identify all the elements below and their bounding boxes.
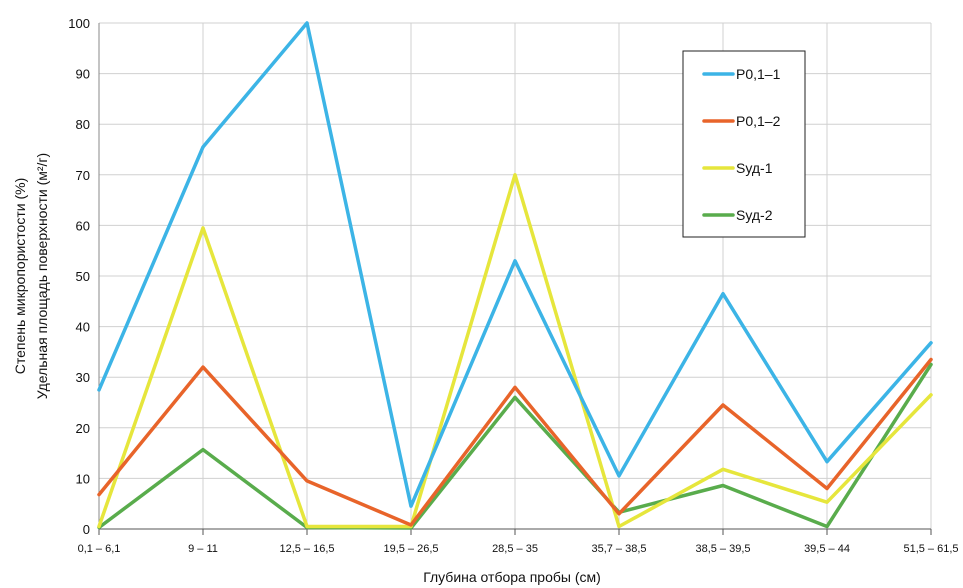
y-tick-label: 70 [76,168,90,183]
y-axis-title-line-2: Удельная площадь поверхности (м²/г) [34,153,50,399]
x-tick-label: 35,7 – 38,5 [591,543,646,555]
x-axis-title: Глубина отбора пробы (см) [423,569,601,585]
series-line-2 [97,357,933,527]
x-tick-label: 39,5 – 44 [804,543,850,555]
y-tick-label: 40 [76,320,90,335]
y-tick-label: 20 [76,421,90,436]
y-tick-label: 60 [76,218,90,233]
y-tick-label: 80 [76,117,90,132]
series-line-4 [97,362,933,530]
y-tick-label: 90 [76,67,90,82]
x-tick-label: 51,5 – 61,5 [903,543,958,555]
legend-label: P0,1–2 [736,113,781,129]
y-tick-label: 100 [68,16,90,31]
y-axis-title-line-1: Степень микропористости (%) [12,178,28,375]
y-tick-label: 0 [83,522,90,537]
legend-box [682,50,806,238]
series-lines [97,21,933,530]
x-tick-label: 0,1 – 6,1 [78,543,121,555]
x-tick-label: 28,5 – 35 [492,543,538,555]
legend-label: Sуд-2 [736,207,773,223]
series-line-1 [97,21,933,508]
y-tick-label: 30 [76,370,90,385]
legend-label: P0,1–1 [736,66,781,82]
legend: P0,1–1 P0,1–2 Sуд-1 Sуд-2 [682,50,806,238]
y-tick-labels: 0 10 20 30 40 50 60 70 80 90 100 [68,16,90,537]
y-tick-label: 50 [76,269,90,284]
x-tick-label: 38,5 – 39,5 [695,543,750,555]
legend-label: Sуд-1 [736,160,773,176]
x-tick-label: 19,5 – 26,5 [383,543,438,555]
x-tick-labels: 0,1 – 6,1 9 – 11 12,5 – 16,5 19,5 – 26,5 28,… [78,543,959,555]
x-tick-label: 9 – 11 [188,543,218,555]
axes [98,23,932,535]
x-tick-label: 12,5 – 16,5 [279,543,334,555]
y-tick-label: 10 [76,471,90,486]
series-line-3 [97,173,933,529]
